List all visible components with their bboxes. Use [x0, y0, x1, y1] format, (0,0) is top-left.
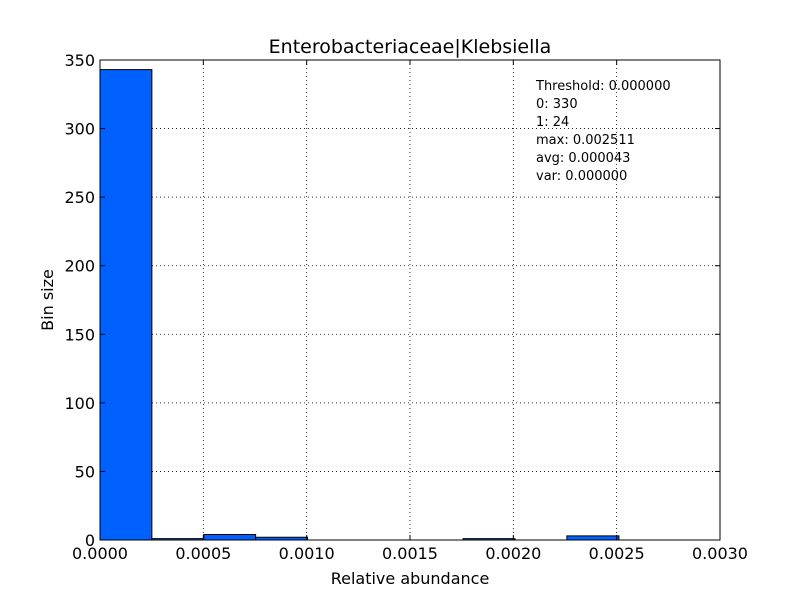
stats-annotation-line: Threshold: 0.000000 [535, 79, 671, 94]
chart-title: Enterobacteriaceae|Klebsiella [269, 36, 552, 58]
y-tick-label: 100 [64, 394, 95, 413]
y-tick-label: 0 [85, 531, 95, 550]
x-tick-label: 0.0015 [382, 544, 438, 563]
stats-annotation-line: var: 0.000000 [536, 169, 627, 184]
y-tick-label: 350 [64, 51, 95, 70]
grid-lines [99, 59, 721, 541]
y-tick-label: 200 [64, 257, 95, 276]
histogram-bar [203, 534, 257, 541]
y-tick-label: 300 [64, 120, 95, 139]
stats-annotation-line: 1: 24 [536, 115, 569, 130]
y-tick-label: 250 [64, 188, 95, 207]
axis-ticks: 0.0000 0.0005 0.0010 0.0015 0.0020 0.0025 0.00… [64, 51, 748, 563]
histogram-bar [99, 69, 153, 541]
histogram-bar [566, 535, 620, 541]
stats-annotation-line: avg: 0.000043 [536, 151, 630, 166]
stats-annotation: Threshold: 0.000000 0: 330 1: 24 max: 0.002… [535, 79, 671, 184]
x-tick-label: 0.0030 [692, 544, 748, 563]
x-tick-label: 0.0020 [485, 544, 541, 563]
x-tick-label: 0.0005 [175, 544, 231, 563]
stats-annotation-line: 0: 330 [536, 97, 578, 112]
stats-annotation-line: max: 0.002511 [536, 133, 635, 148]
y-tick-label: 50 [75, 462, 95, 481]
x-tick-label: 0.0000 [72, 544, 128, 563]
y-tick-label: 150 [64, 325, 95, 344]
x-tick-label: 0.0025 [589, 544, 645, 563]
x-axis-label: Relative abundance [331, 569, 490, 588]
y-axis-label: Bin size [38, 269, 57, 331]
x-tick-label: 0.0010 [279, 544, 335, 563]
